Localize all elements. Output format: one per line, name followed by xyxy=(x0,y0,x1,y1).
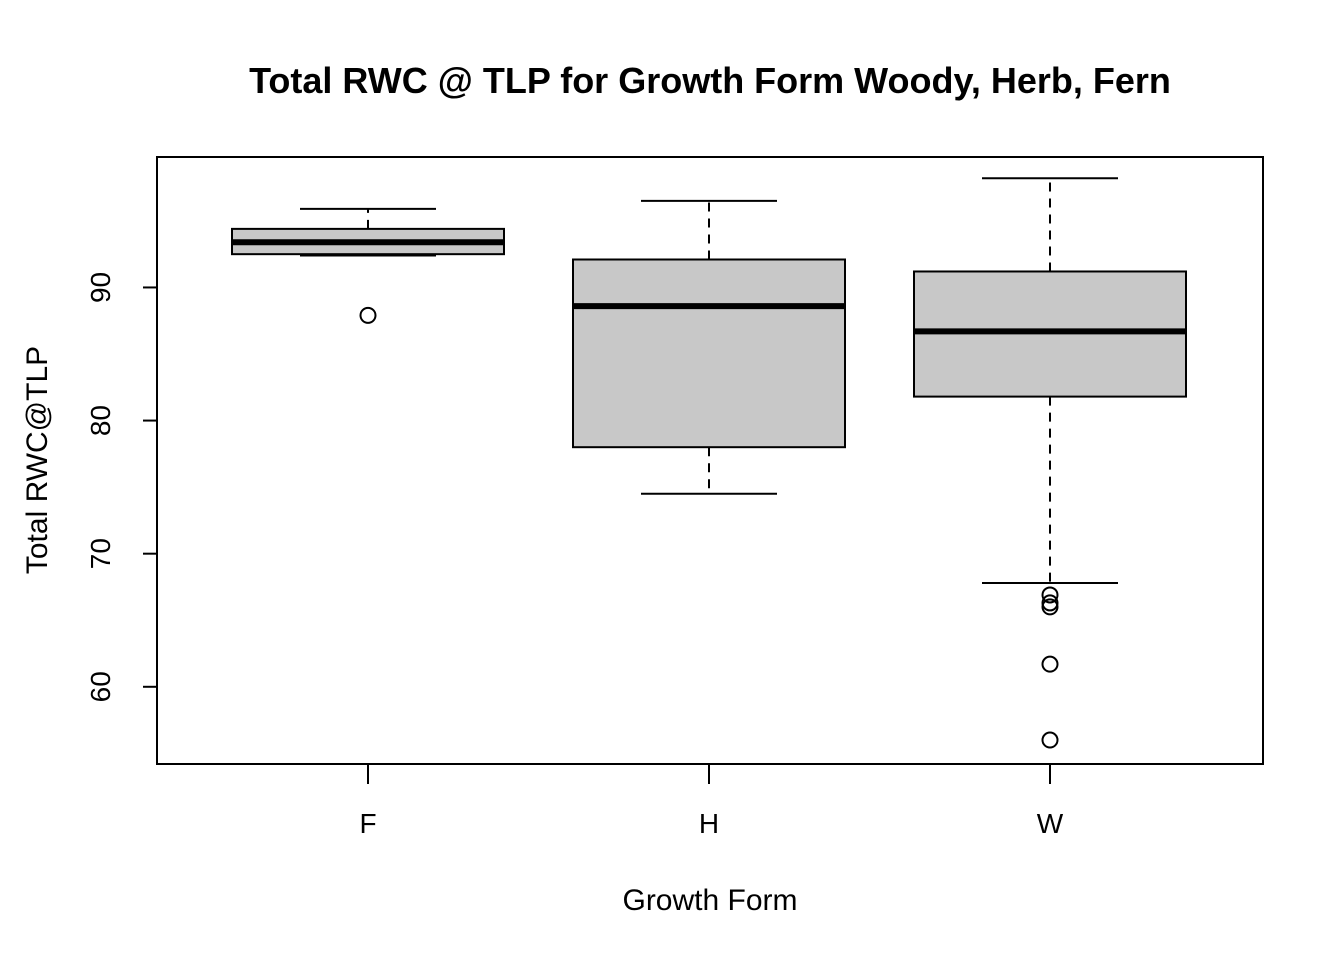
box-iqr xyxy=(572,258,846,449)
box-group-F xyxy=(231,207,505,324)
y-axis-label: Total RWC@TLP xyxy=(21,346,54,574)
outlier-point xyxy=(1041,731,1059,749)
y-tick-label: 90 xyxy=(85,272,116,303)
box-group-W xyxy=(913,177,1187,749)
x-tick-label: H xyxy=(699,808,719,839)
outlier-point xyxy=(359,306,377,324)
y-tick-label: 80 xyxy=(85,405,116,436)
y-tick-label: 60 xyxy=(85,671,116,702)
outlier-point xyxy=(1041,655,1059,673)
x-axis-label: Growth Form xyxy=(622,884,797,917)
box-group-H xyxy=(572,199,846,495)
outlier-point xyxy=(1041,598,1059,616)
y-axis: 60 70 80 90 xyxy=(85,272,157,702)
x-tick-label: W xyxy=(1037,808,1064,839)
plot-marks xyxy=(231,177,1187,749)
y-tick-label: 70 xyxy=(85,538,116,569)
x-tick-label: F xyxy=(359,808,376,839)
chart-title: Total RWC @ TLP for Growth Form Woody, H… xyxy=(249,60,1171,101)
outlier-point xyxy=(1041,586,1059,604)
